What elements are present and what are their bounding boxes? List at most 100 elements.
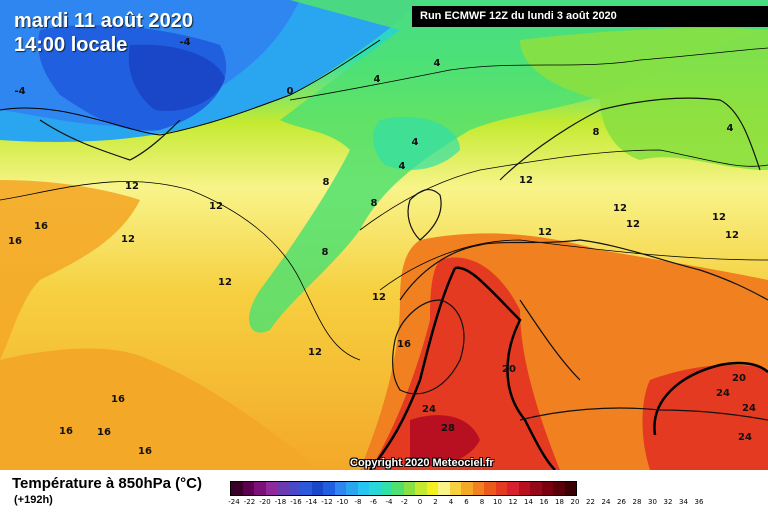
- color-scale-tick: 10: [493, 498, 502, 506]
- isotherm-label: 12: [626, 219, 640, 230]
- color-swatch: [495, 482, 507, 495]
- isotherm-label: 12: [218, 277, 232, 288]
- color-swatch: [380, 482, 392, 495]
- isotherm-label: 16: [138, 446, 152, 457]
- color-scale-tick: 4: [448, 498, 454, 506]
- color-scale-tick: 24: [601, 498, 611, 506]
- isotherm-label: 12: [538, 227, 552, 238]
- isotherm-label: 12: [209, 201, 223, 212]
- color-scale-tick: -8: [354, 498, 362, 506]
- color-scale-tick: -2: [401, 498, 408, 506]
- color-swatch: [300, 482, 312, 495]
- color-scale-tick: 32: [663, 498, 673, 506]
- coastline-italy: [519, 299, 581, 381]
- coastline-north-africa: [519, 407, 768, 421]
- warm-band-south-west: [0, 348, 320, 470]
- color-swatch: [288, 482, 300, 495]
- color-swatch: [231, 482, 243, 495]
- isotherm-label: 12: [372, 292, 386, 303]
- color-scale-tick: 22: [586, 498, 595, 506]
- isotherm-label: 16: [111, 394, 125, 405]
- warm-pocket-west: [0, 180, 140, 360]
- color-swatch: [438, 482, 450, 495]
- color-scale-tick: 26: [617, 498, 626, 506]
- color-swatch: [254, 482, 266, 495]
- color-scale-labels: -24 -22 -20 -18 -16 -14 -12 -10 -8 -6 -4 -2 0 2 4 6 8 10 1…: [228, 498, 703, 510]
- color-scale-tick: 8: [479, 498, 485, 506]
- color-scale-tick: -24: [228, 498, 240, 506]
- isotherm-label: 12: [725, 230, 739, 241]
- isotherm-label: 8: [322, 177, 330, 188]
- color-swatch: [369, 482, 381, 495]
- green-band-scandinavia: [520, 28, 768, 170]
- isotherm-label: 16: [59, 426, 73, 437]
- color-swatch: [518, 482, 530, 495]
- isotherm-label: -4: [179, 37, 191, 48]
- color-scale-tick: -20: [259, 498, 271, 506]
- color-swatch: [484, 482, 496, 495]
- color-scale-tick: 14: [524, 498, 533, 506]
- green-band-atlantic: [249, 0, 768, 333]
- color-scale-tick: 12: [508, 498, 518, 506]
- color-scale-tick: 20: [570, 498, 580, 506]
- isotherm-20-west: [369, 267, 457, 470]
- forecast-time: 14:00 locale: [14, 34, 128, 56]
- isotherm-label: 12: [308, 347, 322, 358]
- coastline-europe: [399, 239, 768, 301]
- isotherm-label: 12: [121, 234, 135, 245]
- isotherm-label: 12: [613, 203, 627, 214]
- isotherm-4: [289, 47, 768, 101]
- isotherm-label: 0: [286, 86, 294, 97]
- color-swatch: [346, 482, 358, 495]
- color-scale-tick: -18: [274, 498, 287, 506]
- isotherm-label: 24: [742, 403, 756, 414]
- color-scale-tick: 30: [648, 498, 657, 506]
- legend-title: Température à 850hPa (°C): [12, 475, 202, 492]
- color-scale-tick: 2: [433, 498, 438, 506]
- isotherm-label: 12: [125, 181, 139, 192]
- color-swatch: [403, 482, 415, 495]
- color-swatch: [553, 482, 565, 495]
- color-scale-tick: 34: [679, 498, 688, 506]
- color-swatch: [461, 482, 473, 495]
- temperature-map: [0, 0, 768, 470]
- isotherm-label: 12: [712, 212, 726, 223]
- color-scale: [230, 481, 577, 496]
- model-run-label: Run ECMWF 12Z du lundi 3 août 2020: [412, 6, 768, 27]
- isotherm-label: -4: [14, 86, 26, 97]
- cold-center-greenland: [128, 44, 225, 111]
- color-scale-tick: 0: [417, 498, 423, 506]
- color-scale-tick: 36: [694, 498, 704, 506]
- color-swatch: [357, 482, 369, 495]
- copyright-notice: Copyright 2020 Meteociel.fr: [350, 457, 494, 469]
- coastline-iberia: [392, 299, 465, 395]
- color-swatch: [507, 482, 519, 495]
- color-swatch: [311, 482, 323, 495]
- cool-pocket-atlantic: [373, 116, 460, 170]
- isotherm-label: 16: [97, 427, 111, 438]
- coastline-britain: [407, 188, 442, 241]
- color-scale-tick: -12: [321, 498, 333, 506]
- isotherm-label: 16: [397, 339, 411, 350]
- color-scale-tick: 18: [555, 498, 564, 506]
- isotherm-label: 8: [370, 198, 378, 209]
- color-scale-tick: -10: [336, 498, 349, 506]
- hot-region-iberia: [370, 257, 560, 470]
- isotherm-label: 24: [716, 388, 730, 399]
- color-swatch: [392, 482, 404, 495]
- isotherm-label: 4: [433, 58, 441, 69]
- isotherm-label: 24: [738, 432, 752, 443]
- color-swatch: [530, 482, 542, 495]
- isotherm-label: 20: [732, 373, 746, 384]
- color-scale-tick: 6: [464, 498, 469, 506]
- isotherm-20-east: [454, 266, 556, 470]
- color-swatch: [472, 482, 484, 495]
- isotherm-label: 8: [321, 247, 329, 258]
- isotherm-0: [0, 39, 381, 136]
- color-scale-tick: 16: [539, 498, 549, 506]
- isotherm-label: 20: [502, 364, 516, 375]
- isotherm-label: 4: [398, 161, 406, 172]
- color-swatch: [242, 482, 254, 495]
- color-swatch: [323, 482, 335, 495]
